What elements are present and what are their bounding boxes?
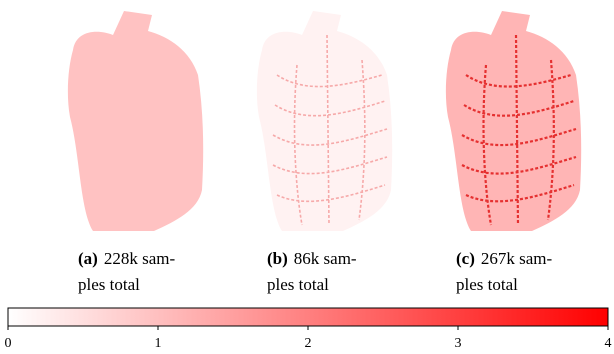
tick-label: 2	[305, 336, 312, 351]
caption-label: (c)	[456, 249, 475, 268]
figure: 0 1 2 3 4 (a) 228k sam-ples total (b) 86k sam-p…	[0, 0, 614, 354]
caption-text: 267k sam-	[481, 249, 553, 268]
caption: ples total	[267, 275, 329, 294]
tick-label: 3	[455, 336, 462, 351]
tick-label: 0	[5, 336, 12, 351]
panel-image	[446, 11, 581, 231]
panel	[68, 11, 203, 231]
caption: ples total	[78, 275, 140, 294]
caption-label: (a)	[78, 249, 98, 268]
panel	[446, 11, 581, 231]
caption: (c) 267k sam-	[456, 249, 553, 268]
caption: ples total	[456, 275, 518, 294]
caption-text: 86k sam-	[294, 249, 357, 268]
panel-image	[68, 11, 203, 231]
caption-text: 228k sam-	[104, 249, 176, 268]
caption-label: (b)	[267, 249, 288, 268]
panel-image	[257, 11, 392, 231]
caption: (a) 228k sam-	[78, 249, 175, 268]
panel	[257, 11, 392, 231]
tick-label: 1	[155, 336, 162, 351]
caption: (b) 86k sam-	[267, 249, 357, 268]
colorbar	[8, 308, 608, 326]
tick-label: 4	[605, 336, 612, 351]
